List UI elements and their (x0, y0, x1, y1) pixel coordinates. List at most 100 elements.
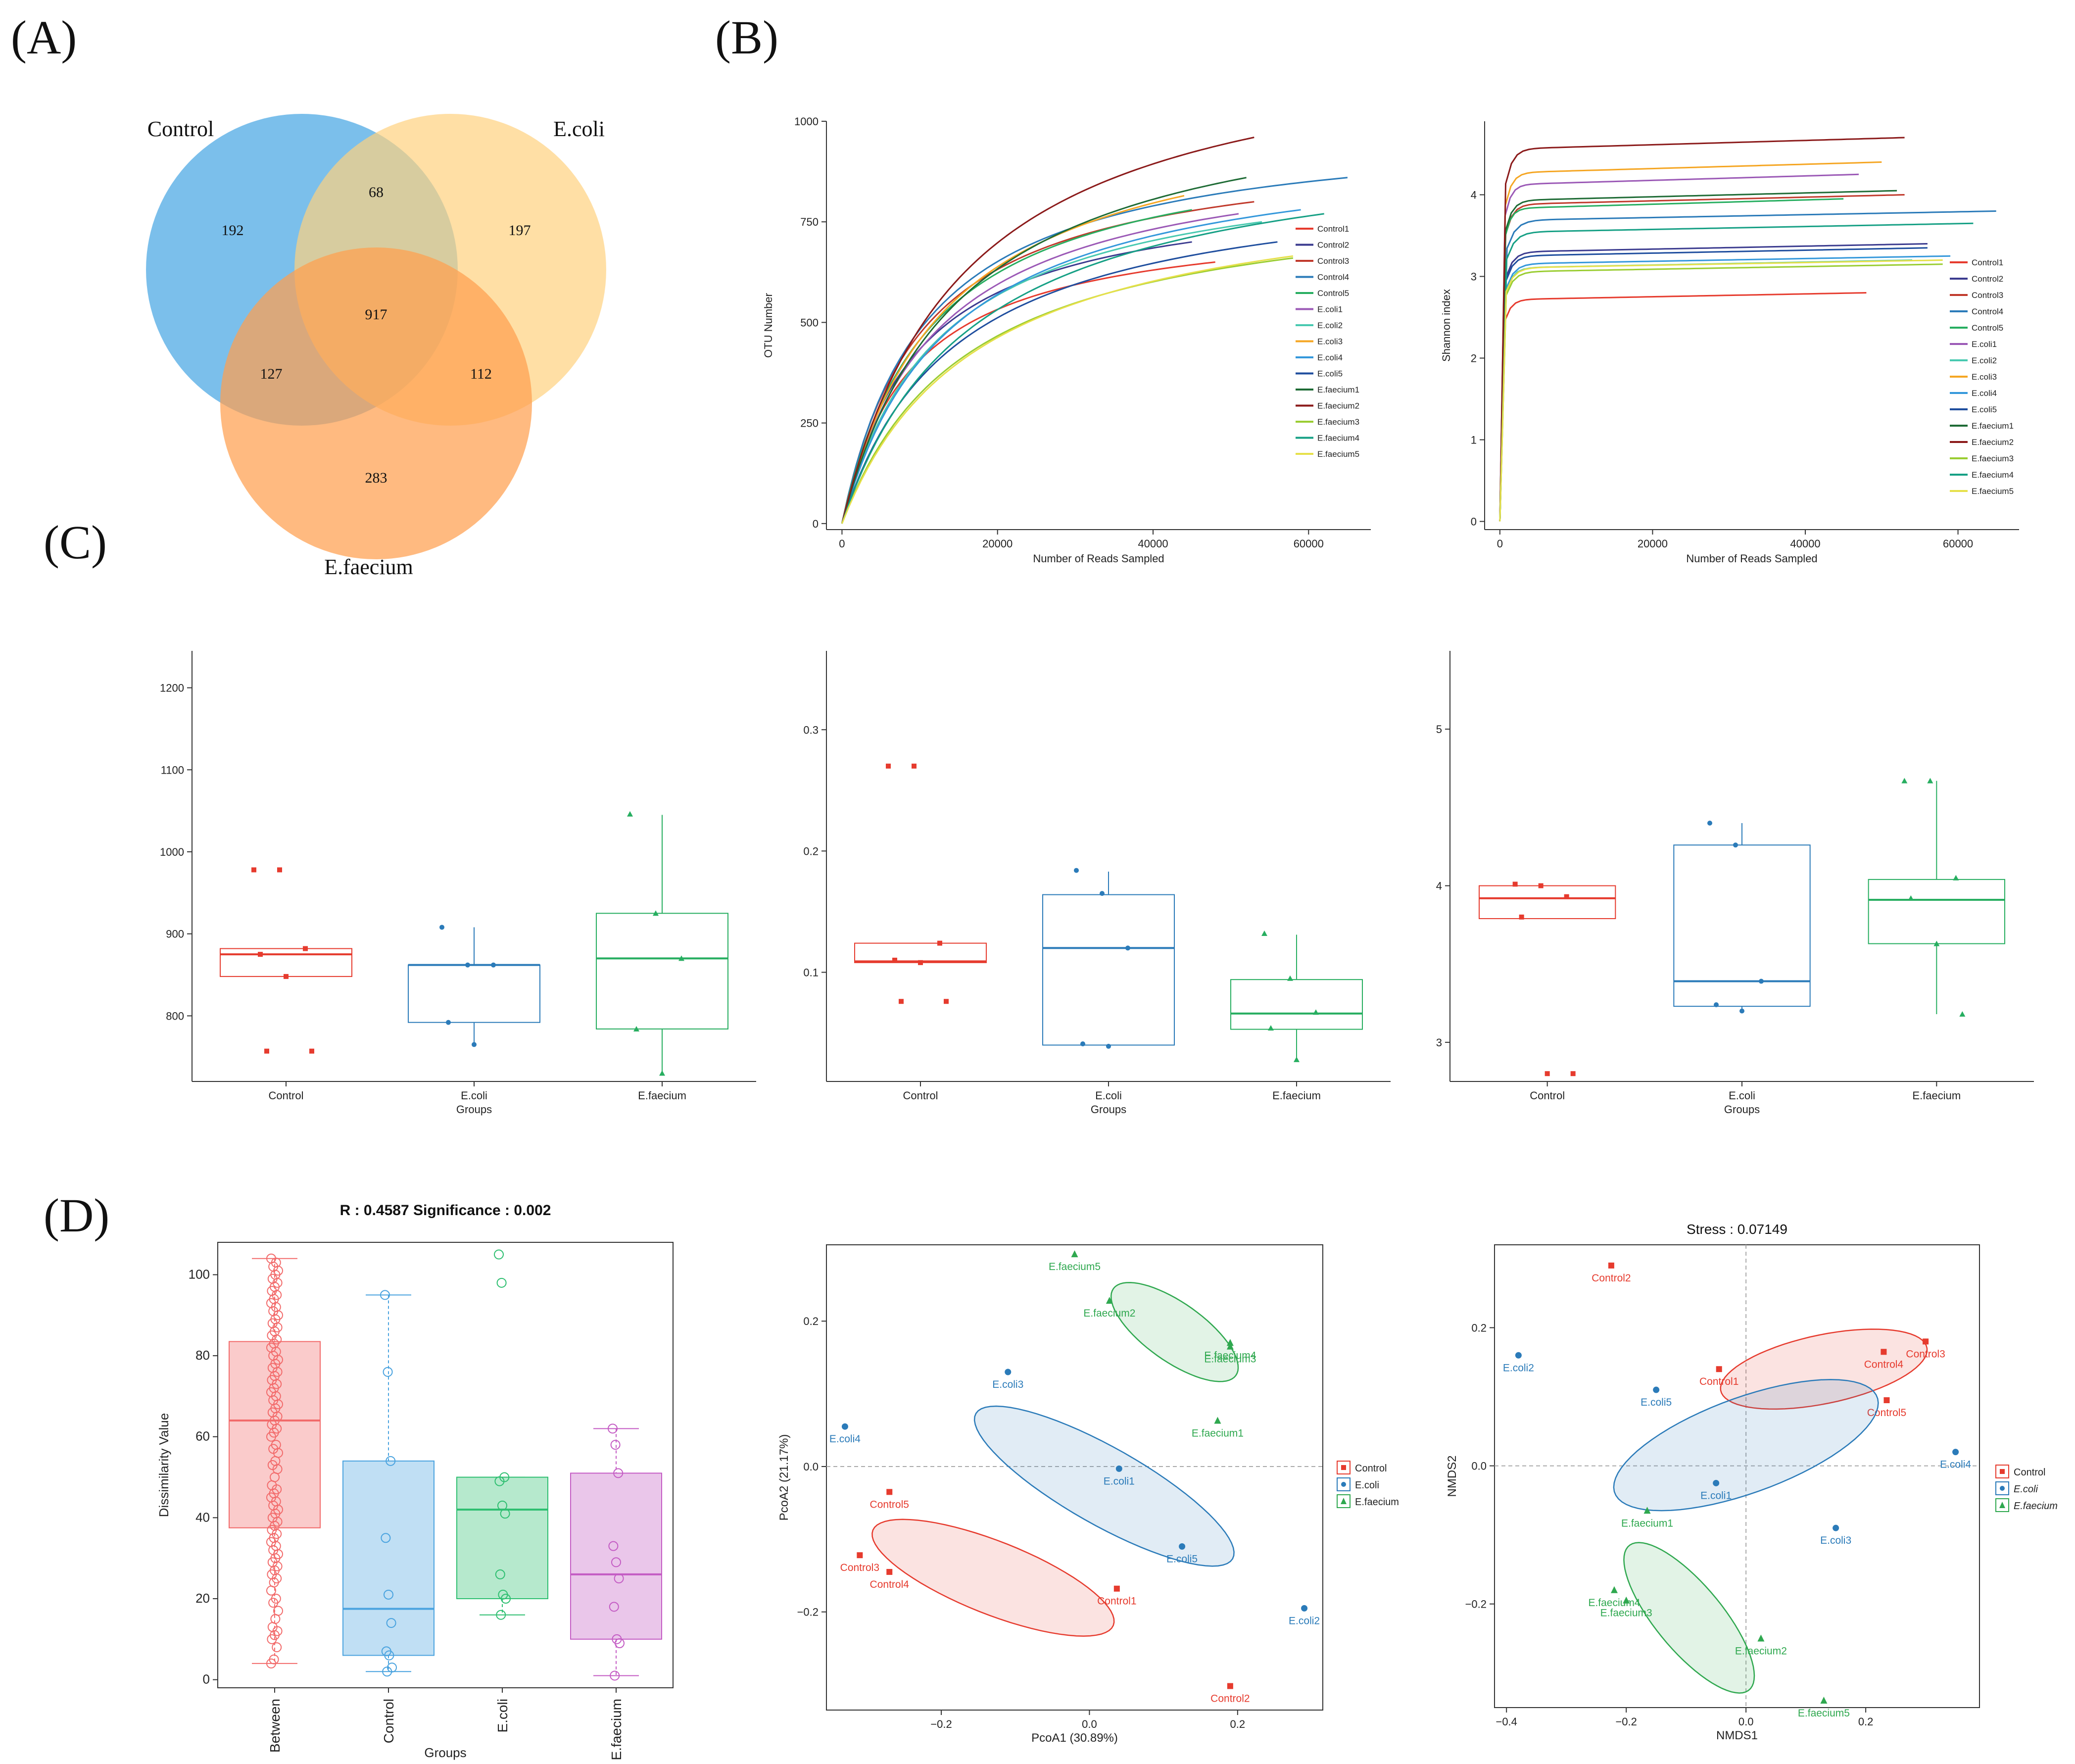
point-Control4 (886, 1568, 893, 1575)
point-Control5 (886, 1489, 893, 1495)
data-point (886, 763, 891, 769)
x-tick-label: Control (1530, 1089, 1565, 1102)
x-tick-label: Control (903, 1089, 938, 1102)
series-line-E.faecium4 (1499, 222, 1974, 522)
venn-count-ecoli-only: 197 (509, 222, 531, 239)
data-point (1908, 895, 1914, 901)
x-tick-label: E.coli (1729, 1089, 1755, 1102)
data-point (303, 946, 308, 951)
point-E.coli3 (1005, 1369, 1012, 1375)
y-tick-label: 0.0 (803, 1461, 819, 1473)
data-point (610, 1670, 620, 1681)
data-point (892, 957, 897, 963)
x-axis-title: NMDS1 (1716, 1729, 1758, 1742)
y-tick-label: 0.2 (1471, 1322, 1487, 1334)
legend-label: E.faecium3 (1972, 454, 2014, 463)
y-tick-label: 40 (195, 1510, 210, 1524)
point-E.coli3 (1833, 1524, 1839, 1531)
point-Control2 (1227, 1683, 1233, 1689)
point-label: Control1 (1699, 1376, 1738, 1387)
point-E.faecium2 (1106, 1297, 1113, 1304)
series-line-Control5 (841, 209, 1192, 524)
point-E.coli4 (1952, 1449, 1959, 1456)
x-axis-title: Number of Reads Sampled (1033, 552, 1164, 565)
series-line-E.faecium4 (841, 213, 1324, 524)
legend-label: E.faecium5 (1317, 449, 1359, 459)
series-line-E.coli5 (841, 241, 1278, 524)
x-axis-title: Groups (424, 1745, 466, 1760)
y-axis-title: NMDS2 (1446, 1455, 1459, 1497)
legend-label: Control5 (1972, 323, 2003, 333)
point-label: Control1 (1097, 1596, 1136, 1607)
series-line-E.coli5 (1499, 247, 1928, 522)
y-tick-label: 900 (166, 928, 184, 940)
venn-label-ecoli: E.coli (553, 117, 605, 141)
series-line-E.coli2 (841, 221, 1262, 524)
y-tick-label: 80 (195, 1348, 210, 1363)
point-Control5 (1883, 1397, 1890, 1403)
alpha-boxplot-2: 0.1 0.2 0.3 Control E.coli E.faecium Groups (803, 651, 1391, 1116)
point-label: Control3 (840, 1562, 879, 1573)
venn-count-ecoli-efaecium: 112 (470, 366, 492, 382)
data-point (678, 955, 684, 961)
y-tick-label: 60 (195, 1429, 210, 1444)
data-point (1519, 914, 1524, 920)
y-tick-label: 1000 (160, 846, 184, 858)
point-label: E.coli4 (829, 1433, 861, 1445)
series-line-E.coli3 (841, 195, 1185, 524)
x-tick-label: −0.2 (1615, 1715, 1637, 1728)
data-point (446, 1020, 451, 1025)
point-Control2 (1608, 1262, 1614, 1269)
data-point (1268, 1025, 1274, 1031)
venn-circle-efaecium (220, 247, 532, 559)
series-line-Control1 (841, 261, 1215, 524)
plot-frame (217, 1242, 674, 1688)
y-tick-label: 0 (813, 518, 819, 530)
legend-label: E.coli4 (1972, 389, 1997, 398)
y-axis-title: Dissimilarity Value (156, 1413, 171, 1517)
data-point (309, 1048, 314, 1054)
legend-marker (2000, 1486, 2005, 1491)
y-tick-label: 3 (1436, 1036, 1442, 1049)
x-tick-label: 40000 (1790, 538, 1820, 550)
x-tick-label: E.faecium (1272, 1089, 1321, 1102)
legend-marker (1341, 1465, 1346, 1470)
x-tick-label: Control (269, 1089, 304, 1102)
panel-label-d: (D) (44, 1189, 110, 1242)
legend-label: E.coli (2014, 1484, 2038, 1495)
data-point (1959, 1011, 1966, 1017)
point-Control4 (1881, 1349, 1887, 1355)
y-axis-title: Shannon index (1440, 289, 1452, 362)
point-label: E.coli5 (1166, 1554, 1198, 1565)
x-tick-label: 20000 (1638, 538, 1668, 550)
box-E.coli (1042, 894, 1175, 1046)
x-tick-label: Between (267, 1699, 283, 1753)
data-point (944, 999, 949, 1004)
data-point (1933, 940, 1940, 946)
point-E.faecium1 (1214, 1417, 1221, 1424)
data-point (271, 1594, 281, 1604)
data-point (277, 867, 282, 873)
y-tick-label: 750 (800, 216, 819, 228)
x-tick-label: E.faecium (609, 1699, 624, 1761)
point-E.coli2 (1301, 1605, 1308, 1612)
panel-label-c: (C) (44, 516, 107, 569)
series-line-E.faecium1 (841, 177, 1247, 524)
y-tick-label: 800 (166, 1010, 184, 1022)
legend-label: E.coli5 (1972, 405, 1997, 414)
x-tick-label: 0.0 (1738, 1715, 1754, 1728)
data-point (472, 1042, 477, 1047)
series-line-E.coli2 (1499, 259, 1913, 522)
legend-label: Control3 (1972, 291, 2003, 300)
confidence-ellipse-E.faecium (1110, 1281, 1239, 1382)
series-line-Control2 (1499, 243, 1928, 522)
legend-label: E.faecium4 (1317, 434, 1359, 443)
data-point (494, 1476, 505, 1486)
venn-count-control-only: 192 (222, 222, 244, 239)
data-point (264, 1048, 269, 1054)
point-E.coli5 (1179, 1543, 1186, 1550)
box-Control (342, 1460, 434, 1656)
box-Control (1479, 885, 1616, 919)
data-point (270, 1614, 281, 1624)
legend-label: Control1 (1972, 258, 2003, 267)
